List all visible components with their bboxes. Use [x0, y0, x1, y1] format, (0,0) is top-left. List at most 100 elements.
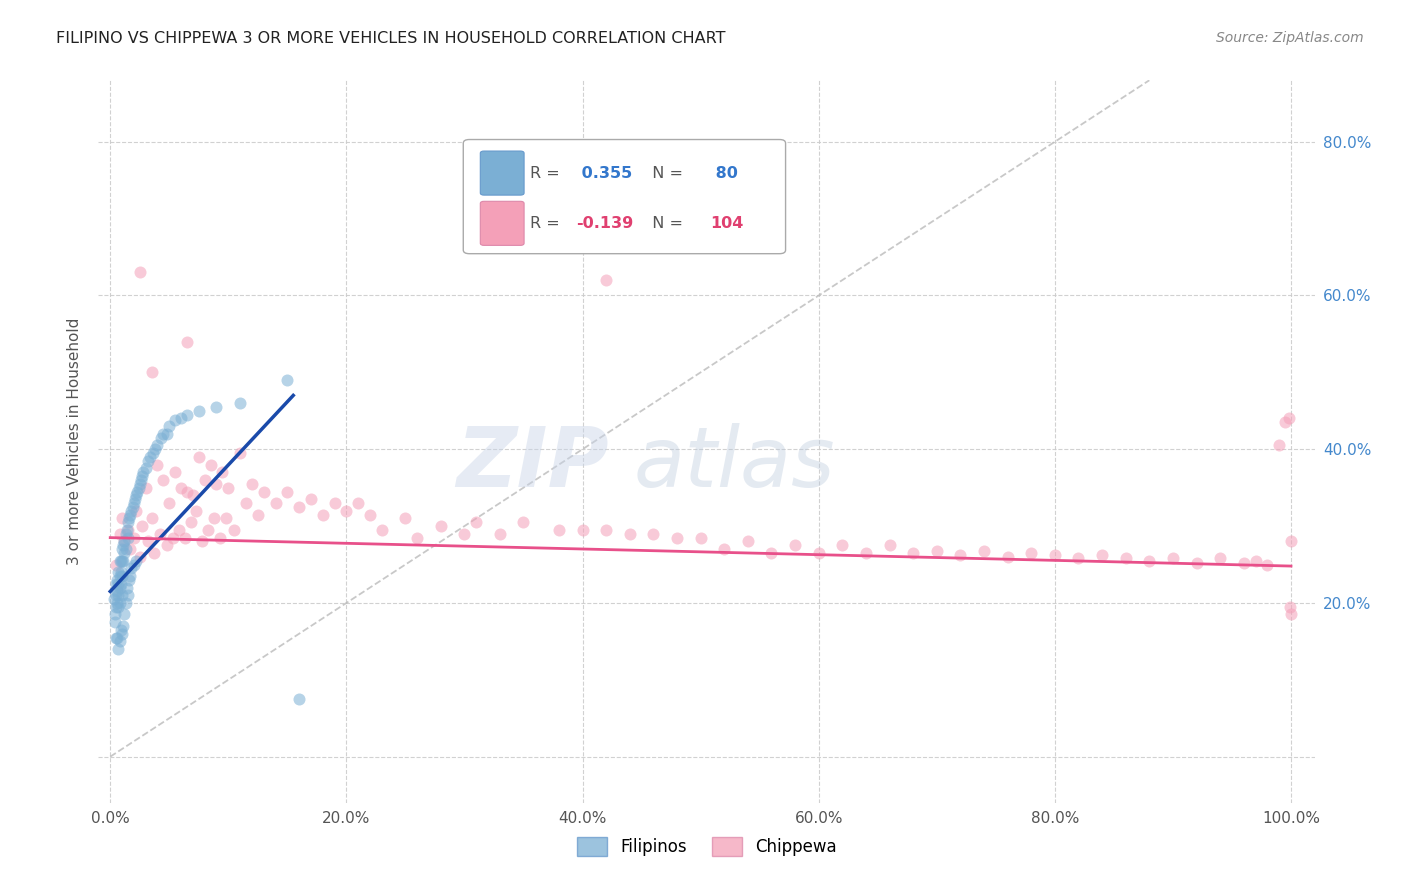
Point [105, 573, 128, 587]
Point [111, 511, 134, 525]
Point [141, 365, 163, 379]
FancyBboxPatch shape [481, 202, 524, 245]
Point [142, 446, 165, 460]
Point [105, 631, 128, 645]
Point [107, 642, 129, 657]
Point [117, 531, 139, 545]
Point [122, 558, 145, 572]
Point [181, 488, 204, 502]
Point [235, 496, 257, 510]
Point [761, 546, 783, 560]
Point [122, 496, 145, 510]
Point [180, 515, 202, 529]
Point [120, 508, 142, 522]
Point [132, 465, 155, 479]
Point [209, 531, 232, 545]
Point [128, 481, 150, 495]
Point [643, 526, 665, 541]
Point [359, 508, 381, 522]
Point [125, 554, 148, 568]
Point [129, 473, 152, 487]
Point [156, 538, 179, 552]
Point [143, 442, 166, 457]
Point [128, 265, 150, 279]
Point [115, 581, 138, 595]
Point [371, 523, 394, 537]
Text: FILIPINO VS CHIPPEWA 3 OR MORE VEHICLES IN HOUSEHOLD CORRELATION CHART: FILIPINO VS CHIPPEWA 3 OR MORE VEHICLES … [56, 31, 725, 46]
Point [165, 465, 187, 479]
Point [1161, 551, 1184, 566]
Point [141, 511, 163, 525]
Point [112, 534, 135, 549]
Point [105, 588, 128, 602]
Point [110, 565, 132, 579]
Point [1278, 599, 1301, 614]
Point [156, 426, 179, 441]
Point [997, 549, 1019, 564]
Point [807, 546, 830, 560]
Point [176, 334, 198, 349]
Point [121, 500, 143, 514]
Legend: Filipinos, Chippewa: Filipinos, Chippewa [569, 830, 844, 863]
Text: Source: ZipAtlas.com: Source: ZipAtlas.com [1216, 31, 1364, 45]
Point [105, 584, 128, 599]
Point [406, 531, 429, 545]
Point [229, 446, 252, 460]
Point [187, 404, 209, 418]
Point [135, 461, 157, 475]
Point [142, 546, 165, 560]
Point [1244, 554, 1267, 568]
Point [186, 504, 208, 518]
Point [191, 534, 214, 549]
Point [139, 450, 162, 464]
Point [194, 473, 217, 487]
Point [125, 504, 148, 518]
Point [114, 596, 136, 610]
Point [1115, 551, 1137, 566]
Point [465, 515, 488, 529]
Point [121, 504, 143, 518]
Point [276, 373, 298, 387]
Point [288, 692, 311, 706]
Point [205, 476, 228, 491]
Point [105, 576, 128, 591]
Point [107, 576, 129, 591]
Point [131, 469, 153, 483]
Point [229, 396, 252, 410]
Text: ZIP: ZIP [457, 423, 609, 504]
Text: atlas: atlas [634, 423, 835, 504]
Point [128, 549, 150, 564]
Point [299, 492, 322, 507]
Point [103, 592, 125, 607]
Point [105, 599, 128, 614]
Point [131, 519, 153, 533]
Point [111, 542, 134, 557]
Point [107, 599, 129, 614]
Point [115, 523, 138, 537]
Point [200, 458, 222, 472]
Point [288, 500, 311, 514]
Point [276, 484, 298, 499]
Point [1137, 554, 1160, 568]
Point [619, 526, 641, 541]
Point [666, 531, 689, 545]
Text: 80: 80 [710, 166, 738, 180]
Point [453, 526, 475, 541]
Point [595, 523, 617, 537]
Point [973, 543, 995, 558]
Point [347, 496, 370, 510]
Point [1019, 546, 1042, 560]
Point [108, 634, 131, 648]
Point [1278, 411, 1301, 425]
Point [925, 543, 948, 558]
Point [108, 554, 131, 568]
Point [176, 408, 198, 422]
Point [224, 523, 246, 537]
Point [104, 615, 127, 630]
Point [124, 492, 146, 507]
Point [595, 273, 617, 287]
Point [253, 484, 276, 499]
Point [1043, 549, 1066, 563]
Point [215, 511, 238, 525]
Point [121, 561, 143, 575]
